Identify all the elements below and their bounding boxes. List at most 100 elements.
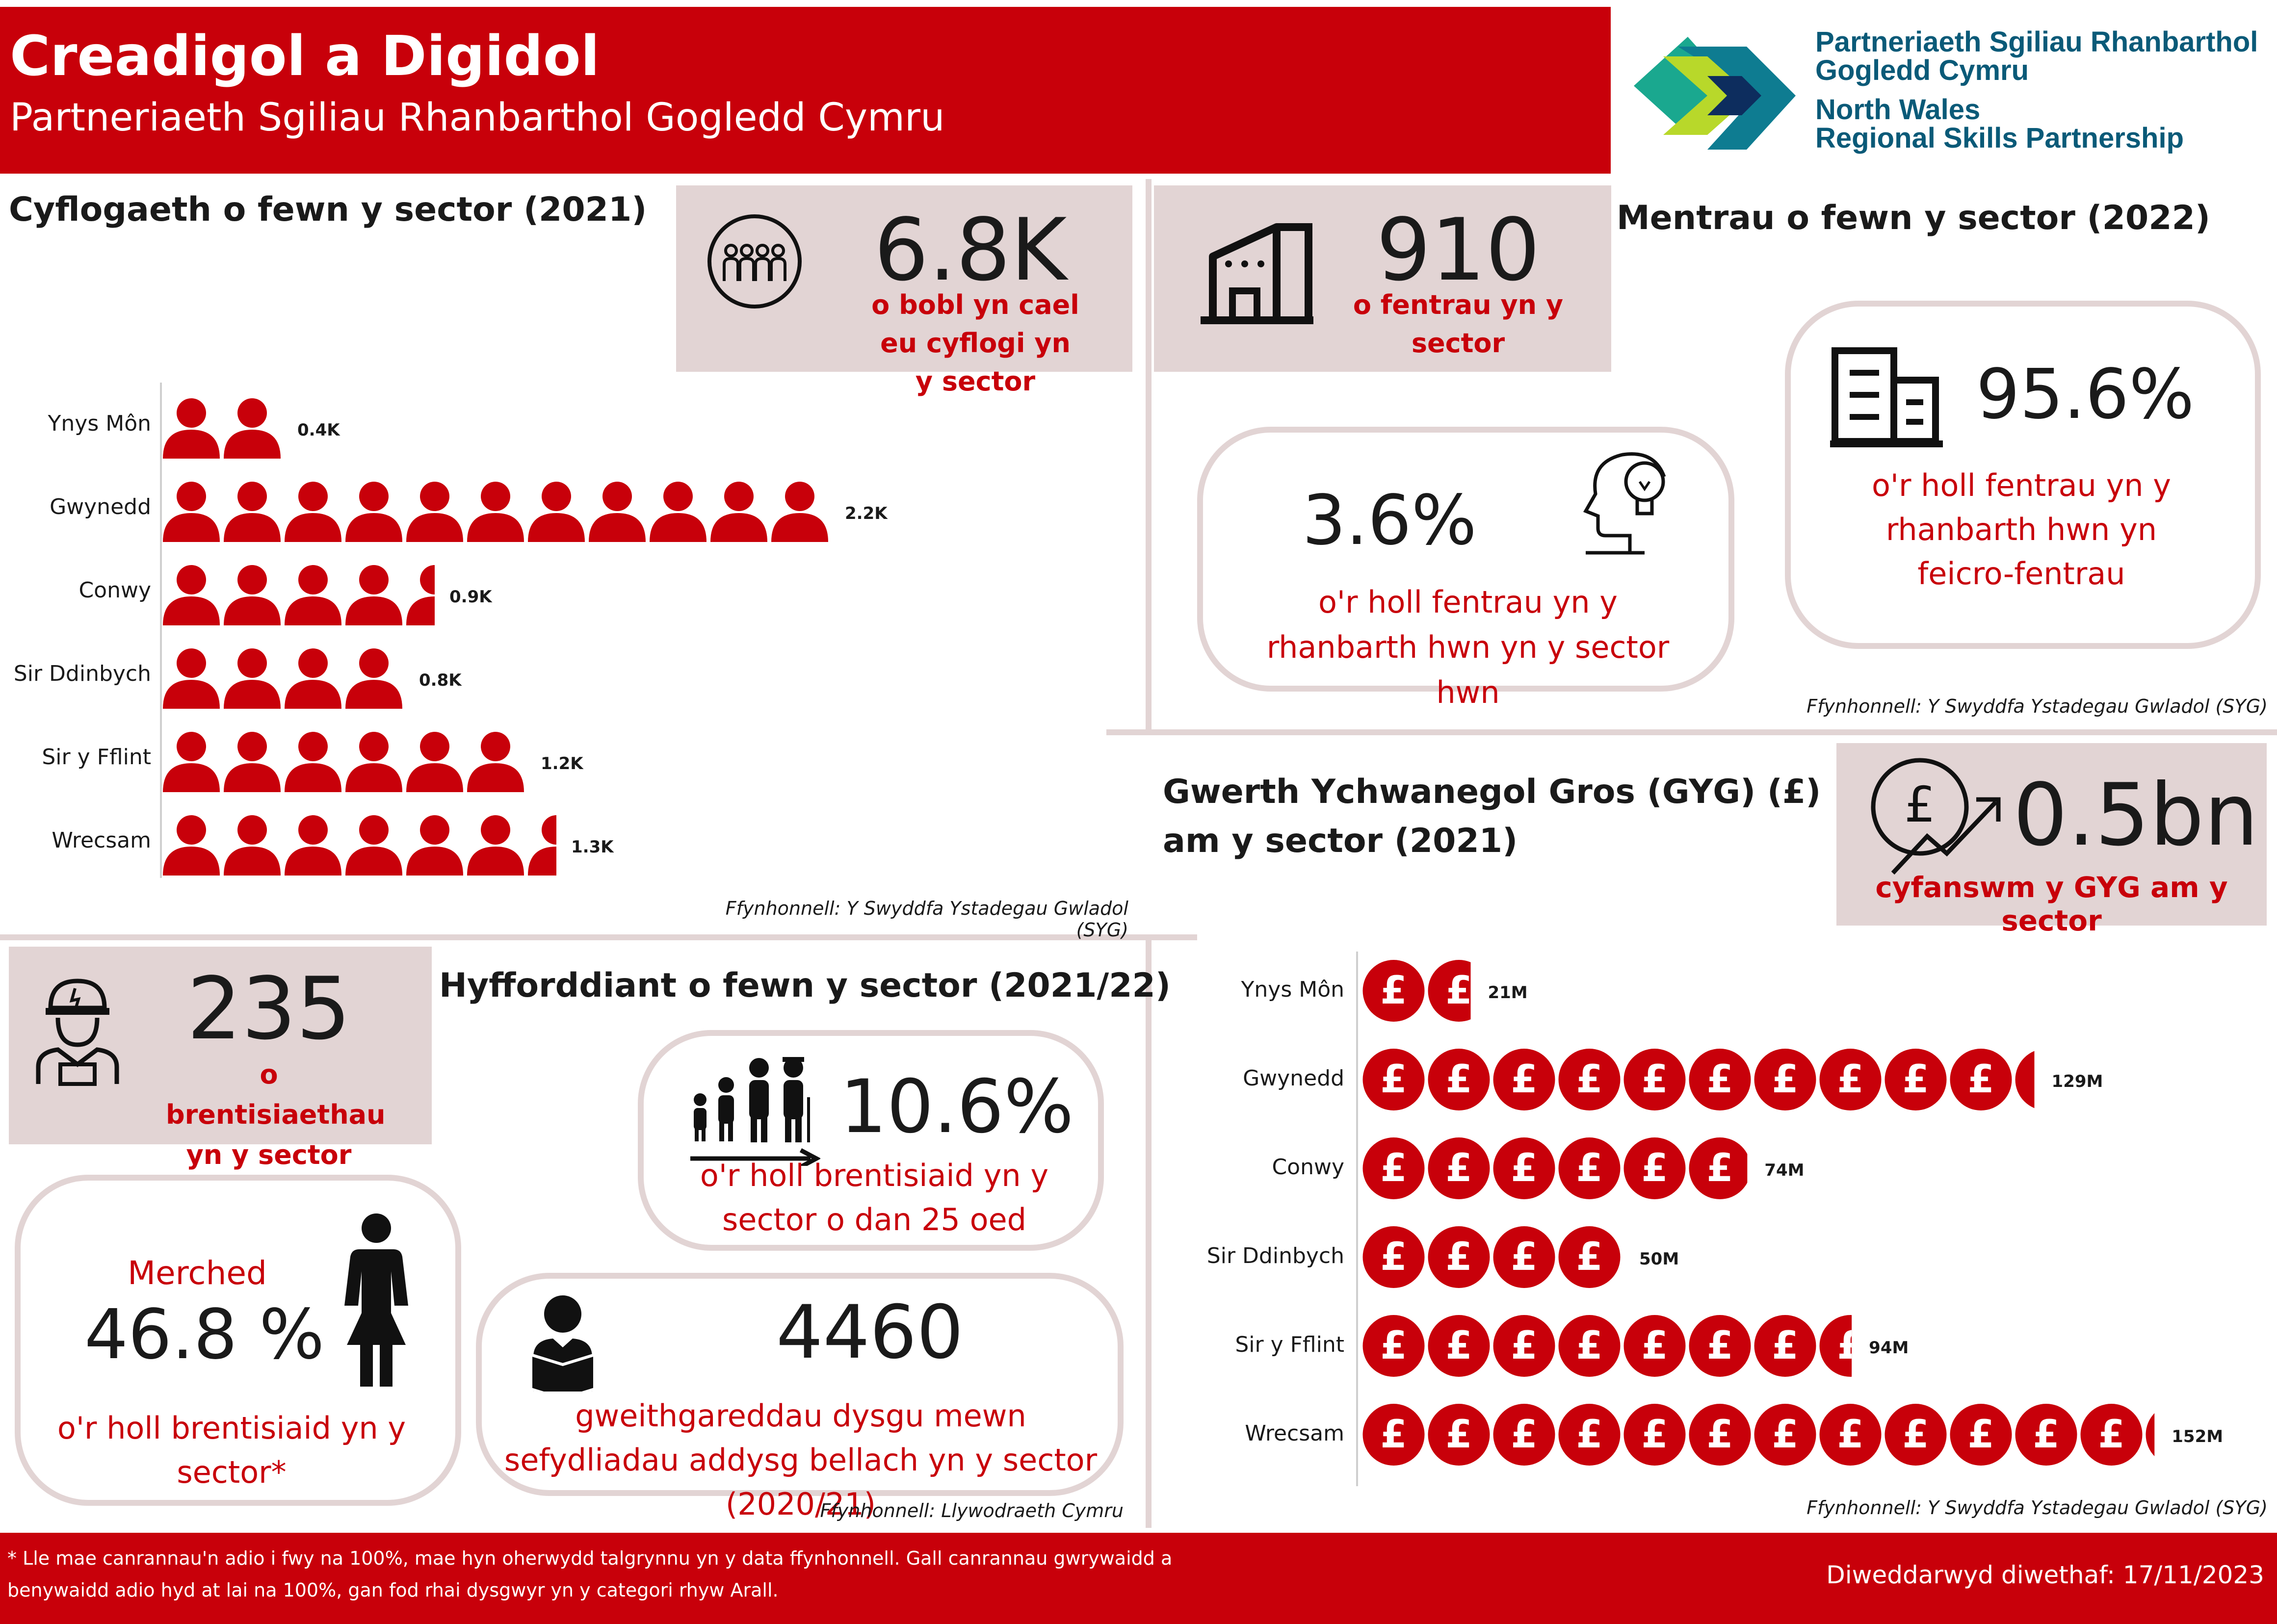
training-heading: Hyfforddiant o fewn y sector (2021/22) (439, 966, 1171, 1005)
svg-text:£: £ (1445, 1235, 1472, 1279)
divider-vertical-bottom (1146, 934, 1152, 1528)
women-desc: o'r holl brentisiaid yn y sector* (57, 1410, 406, 1490)
pound-coin-icon: £ (1558, 1137, 1621, 1199)
pound-coin-icon: £ (1819, 1315, 1863, 1377)
enterprises-source: Ffynhonnell: Y Swyddfa Ystadegau Gwladol… (1806, 696, 2268, 717)
person-icon (163, 565, 220, 625)
pound-coin-icon: £ (2146, 1413, 2155, 1456)
pound-coin-icon: £ (1819, 1404, 1882, 1466)
svg-text:£: £ (1706, 1413, 1733, 1457)
pound-coin-icon: £ (1950, 1404, 2012, 1466)
svg-text:£: £ (1772, 1324, 1798, 1368)
svg-text:£: £ (1576, 1235, 1602, 1279)
employment-bar (163, 648, 402, 709)
svg-text:£: £ (1967, 1413, 1994, 1457)
svg-text:£: £ (2033, 1057, 2059, 1102)
pound-coin-icon: £ (1623, 1404, 1686, 1466)
header-banner (0, 7, 1611, 174)
employment-category-label: Wrecsam (52, 828, 151, 853)
employment-value-label: 0.9K (449, 587, 493, 607)
svg-text:£: £ (1837, 1324, 1863, 1368)
logo-text-4: Regional Skills Partnership (1815, 122, 2184, 154)
svg-text:£: £ (1706, 1146, 1733, 1190)
gva-heading-2: am y sector (2021) (1163, 822, 1518, 860)
svg-text:£: £ (1837, 1413, 1863, 1457)
person-icon (345, 482, 402, 542)
svg-text:£: £ (1445, 1413, 1472, 1457)
employment-value-label: 2.2K (845, 504, 888, 523)
gva-value-label: 129M (2052, 1072, 2103, 1091)
pound-coin-icon: £ (1689, 1404, 1751, 1466)
enterprises-share-value: 3.6% (1302, 481, 1477, 561)
employment-value-label: 0.8K (419, 670, 462, 690)
people-group-icon (707, 214, 802, 309)
logo-text-3: North Wales (1815, 94, 1981, 126)
person-icon (163, 398, 220, 459)
pound-coin-icon: £ (1362, 1049, 1425, 1110)
person-icon (285, 732, 341, 792)
pound-coin-icon: £ (1754, 1049, 1816, 1110)
svg-text:£: £ (1445, 1057, 1472, 1102)
employment-total-value: 6.8K (874, 201, 1067, 300)
apprenticeships-value: 235 (186, 959, 351, 1059)
employment-bar (163, 482, 828, 542)
gva-bar: £ £ £ £ £ £ £ £ £ £ £ £ £ (1362, 1404, 2155, 1466)
gva-category-label: Wrecsam (1245, 1421, 1344, 1446)
svg-text:£: £ (1445, 1324, 1472, 1368)
pound-coin-icon: £ (1428, 1137, 1490, 1199)
gva-value-label: 21M (1488, 983, 1527, 1003)
svg-text:£: £ (1511, 1413, 1537, 1457)
person-icon (285, 648, 341, 709)
pound-coin-icon: £ (1754, 1404, 1816, 1466)
svg-text:£: £ (1445, 1146, 1472, 1190)
svg-text:£: £ (1380, 1146, 1407, 1190)
enterprises-total-desc: o fentrau yn y sector (1353, 289, 1564, 359)
person-icon (406, 732, 463, 792)
svg-text:£: £ (1576, 1324, 1602, 1368)
enterprises-heading: Mentrau o fewn y sector (2022) (1617, 199, 2210, 237)
svg-text:£: £ (1902, 1413, 1929, 1457)
pound-coin-icon: £ (1493, 1226, 1555, 1288)
svg-text:£: £ (1380, 1235, 1407, 1279)
person-icon (285, 482, 341, 542)
person-icon (345, 648, 402, 709)
gva-category-label: Gwynedd (1243, 1066, 1344, 1091)
pound-coin-icon: £ (1689, 1049, 1751, 1110)
gva-total-panel: £ 0.5bn cyfanswm y GYG am y sector (1836, 743, 2267, 937)
svg-text:£: £ (1967, 1057, 1994, 1102)
svg-text:£: £ (1706, 1057, 1733, 1102)
person-icon (224, 648, 281, 709)
fe-activities-desc: gweithgareddau dysgu mewn sefydliadau ad… (504, 1398, 1098, 1522)
svg-text:£: £ (1837, 1057, 1863, 1102)
pound-coin-icon: £ (1558, 1315, 1621, 1377)
enterprises-micro-card: 95.6% o'r holl fentrau yn y rhanbarth hw… (1785, 301, 2261, 649)
pound-coin-icon: £ (1362, 1137, 1425, 1199)
pound-coin-icon: £ (1362, 1226, 1425, 1288)
pound-coin-icon: £ (1623, 1315, 1686, 1377)
person-icon (406, 482, 463, 542)
page-subtitle: Partneriaeth Sgiliau Rhanbarthol Gogledd… (10, 96, 945, 140)
pound-coin-icon: £ (2015, 1404, 2077, 1466)
person-icon (224, 815, 281, 876)
person-icon (345, 732, 402, 792)
person-icon (163, 648, 220, 709)
training-source: Ffynhonnell: Llywodraeth Cymru (820, 1500, 1124, 1521)
person-icon (224, 732, 281, 792)
gva-total-value: 0.5bn (2013, 766, 2259, 865)
pound-coin-icon: £ (1689, 1315, 1751, 1377)
pound-coin-icon: £ (1428, 1315, 1490, 1377)
svg-text:£: £ (1576, 1413, 1602, 1457)
person-icon (285, 565, 341, 625)
woman-icon (344, 1213, 408, 1387)
employment-value-label: 1.2K (541, 754, 584, 773)
employment-total-desc: o bobl yn cael eu cyflogi yn y sector (871, 289, 1079, 397)
person-icon (467, 482, 524, 542)
gva-bar: £ £ £ £ (1362, 1226, 1621, 1288)
pound-coin-icon: £ (1493, 1315, 1555, 1377)
logo-text-1: Partneriaeth Sgiliau Rhanbarthol (1815, 26, 2258, 58)
footer-updated: Diweddarwyd diwethaf: 17/11/2023 (1826, 1561, 2264, 1589)
office-building-icon (1830, 347, 1943, 447)
svg-text:£: £ (1380, 1057, 1407, 1102)
divider-vertical-top (1146, 179, 1152, 733)
